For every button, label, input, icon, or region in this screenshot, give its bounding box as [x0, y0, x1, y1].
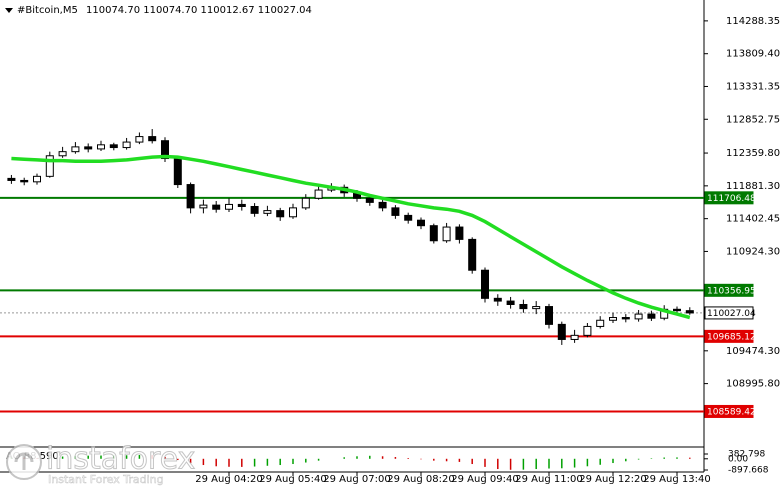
candle-body — [173, 158, 182, 186]
watermark-brand: instaforex — [46, 442, 195, 477]
y-tick-label: 111402.45 — [726, 214, 780, 225]
candle-body — [481, 269, 489, 299]
candle-body — [45, 155, 54, 177]
candle-body — [634, 313, 643, 320]
x-tick-label: 29 Aug 04:20 — [195, 474, 262, 485]
y-tick-label: 111881.30 — [726, 181, 780, 192]
candle-body — [468, 238, 477, 271]
candle-body — [122, 141, 131, 149]
candle-body — [135, 136, 144, 143]
candle-body — [97, 144, 105, 150]
candle-body — [301, 197, 310, 209]
price-box-label: 108589.42 — [707, 407, 756, 417]
watermark: instaforex Instant Forex Trading — [6, 441, 196, 486]
price-box — [704, 191, 754, 205]
y-tick-label: 112852.75 — [726, 114, 780, 125]
candle-body — [570, 334, 579, 340]
chart-title: #Bitcoin,M5 — [17, 5, 78, 16]
ohlc-readout: 110074.70 110074.70 110012.67 110027.04 — [86, 5, 312, 16]
candle-body — [545, 306, 553, 325]
candle-body — [314, 189, 323, 199]
x-tick-label: 29 Aug 12:20 — [579, 474, 646, 485]
y-tick-label: 110924.30 — [726, 246, 780, 257]
candle-body — [20, 179, 29, 183]
candle-body — [199, 204, 208, 209]
y-tick-label: 113809.40 — [726, 49, 780, 60]
candle-body — [519, 304, 528, 310]
y-tick-label: 114288.35 — [726, 16, 780, 27]
plot-layer: 114288.35 113809.40 113331.35 112852.75 1123… — [0, 16, 780, 485]
candle-body — [365, 197, 374, 203]
candle-body — [263, 210, 272, 214]
candle-body — [250, 205, 259, 214]
candle-body — [442, 226, 451, 242]
y-tick-label: 109474.30 — [726, 346, 780, 357]
watermark-slogan: Instant Forex Trading — [48, 473, 164, 486]
candle-body — [429, 225, 438, 242]
candle-body — [7, 177, 16, 181]
candle-body — [161, 140, 169, 160]
candle-body — [58, 151, 67, 157]
price-box-label: 109685.12 — [707, 332, 756, 342]
candle-body — [621, 317, 630, 320]
x-tick-label: 29 Aug 11:00 — [515, 474, 582, 485]
candle-body — [237, 203, 246, 207]
y-tick-label: 113331.35 — [726, 81, 780, 92]
candle-body — [506, 300, 515, 306]
price-box-label: 110027.04 — [707, 309, 756, 319]
x-tick-label: 29 Aug 05:40 — [259, 474, 326, 485]
price-box — [704, 329, 754, 343]
candle-body — [417, 219, 425, 227]
price-box — [704, 283, 754, 297]
candle-body — [532, 306, 541, 310]
candle-body — [378, 201, 387, 209]
candle-body — [455, 226, 464, 240]
candle-body — [109, 144, 118, 149]
candle-body — [583, 325, 592, 336]
candle-body — [596, 319, 605, 327]
y-tick-label: 112359.80 — [726, 148, 780, 159]
x-tick-label: 29 Aug 09:40 — [451, 474, 518, 485]
indicator-tick-label: 0.00 — [728, 454, 748, 464]
candle-body — [647, 313, 656, 319]
candle-body — [404, 214, 413, 221]
candle-body — [289, 207, 297, 218]
price-box-label: 110356.95 — [707, 286, 756, 296]
candle-body — [685, 310, 694, 314]
symbol-arrow — [5, 8, 13, 13]
candle-body — [391, 207, 400, 216]
price-box — [704, 306, 754, 320]
x-tick-label: 29 Aug 08:20 — [387, 474, 454, 485]
candle-body — [276, 210, 285, 218]
candle-body — [212, 204, 221, 210]
candle-body — [33, 175, 41, 183]
indicator-tick-label: -897.668 — [728, 466, 769, 476]
x-tick-label: 29 Aug 13:40 — [643, 474, 710, 485]
candle-body — [557, 323, 566, 340]
candle-body — [71, 146, 80, 153]
indicator-tick-label: 382.798 — [728, 450, 765, 460]
candle-body — [84, 146, 93, 150]
candle-body — [493, 297, 502, 302]
y-tick-label: 108995.80 — [726, 379, 780, 390]
watermark-logo-mark — [14, 452, 34, 470]
candle-body — [609, 317, 617, 321]
price-box-label: 111706.48 — [707, 194, 756, 204]
candle-body — [148, 136, 157, 142]
price-box — [704, 404, 754, 418]
candle-body — [225, 203, 233, 210]
x-tick-label: 29 Aug 07:00 — [323, 474, 390, 485]
candle-body — [186, 184, 195, 209]
candle-body — [673, 308, 681, 312]
moving-average — [11, 154, 691, 320]
